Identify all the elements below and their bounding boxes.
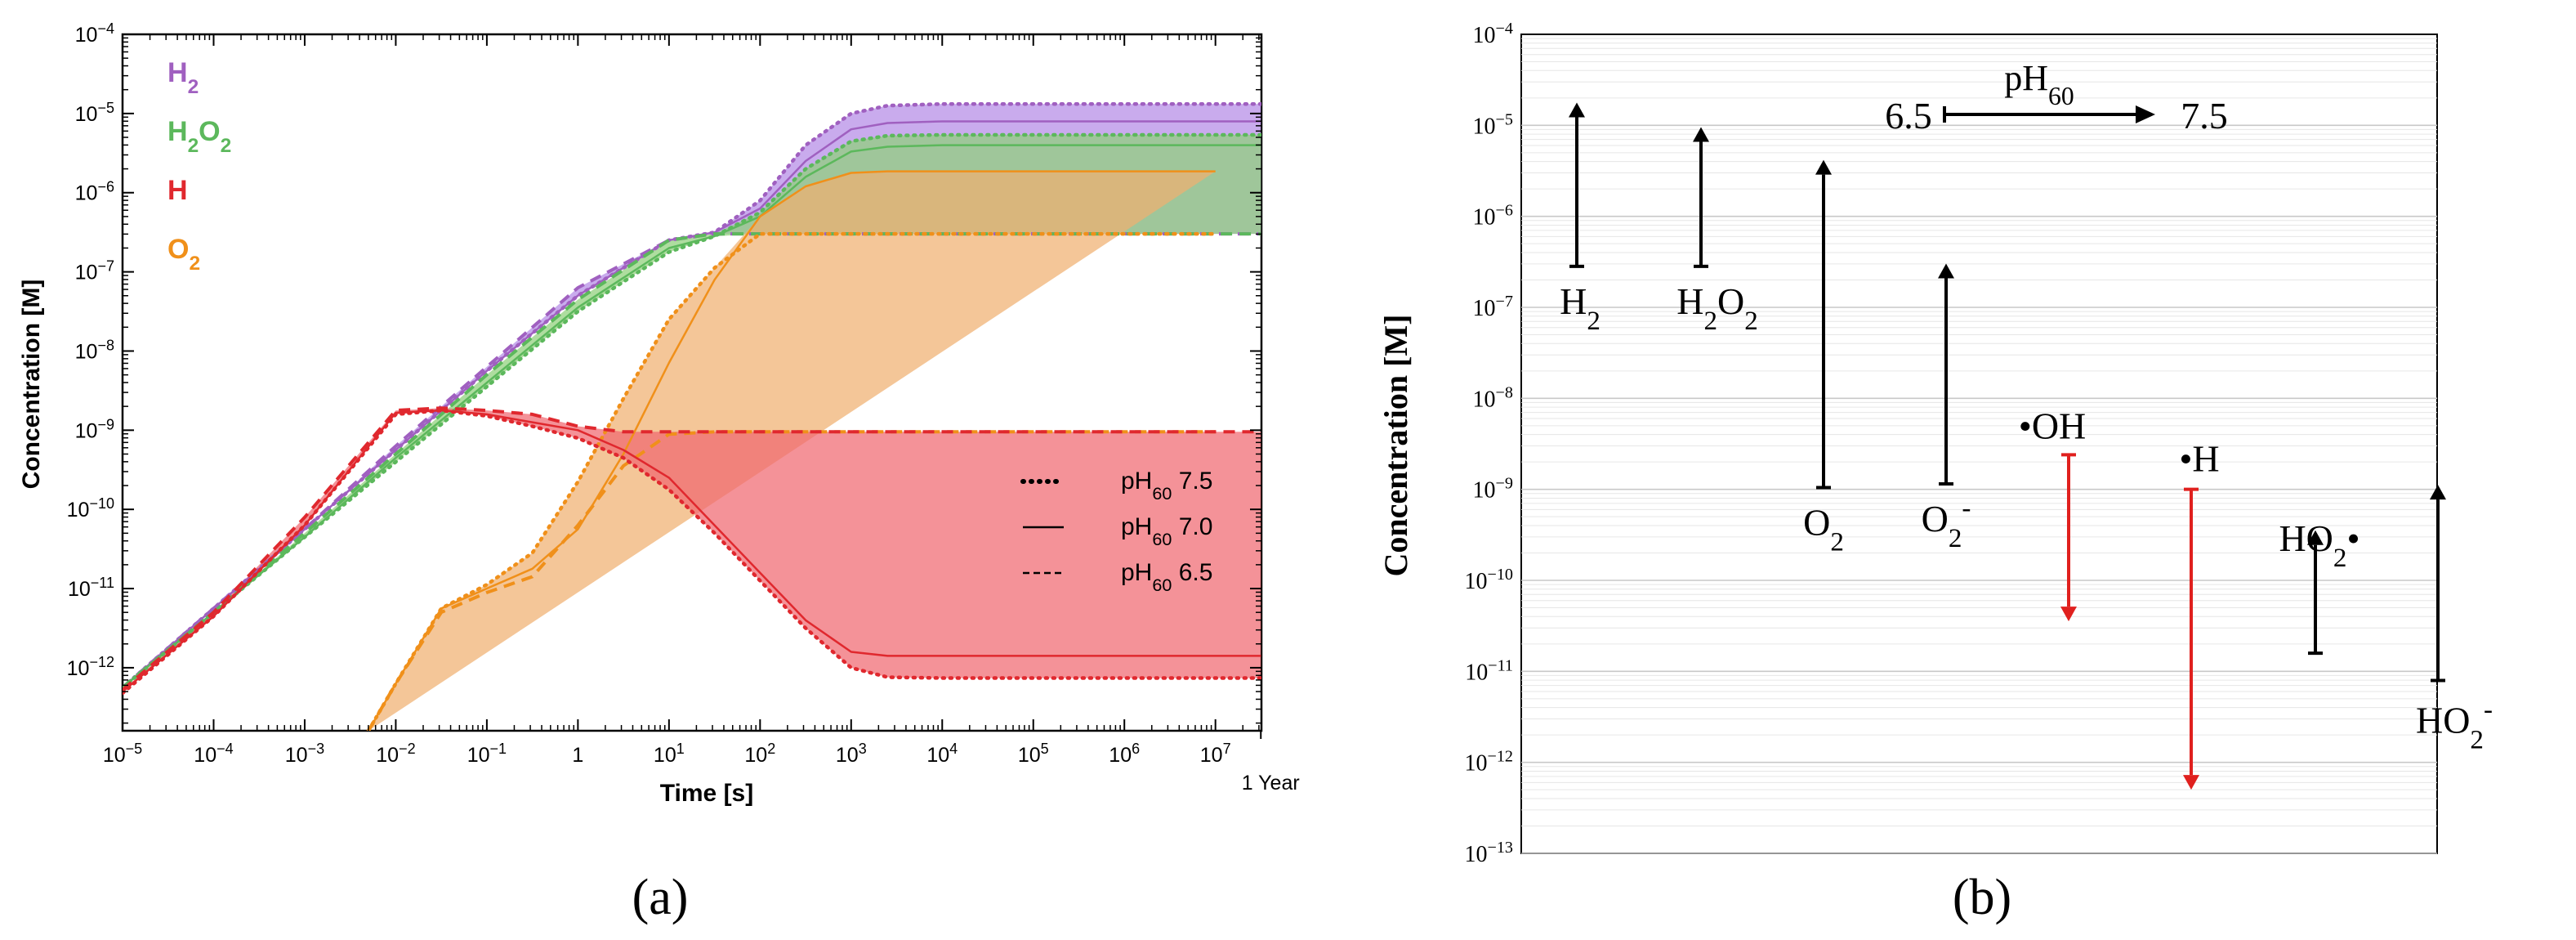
ph-arrow-head — [2136, 105, 2155, 123]
a-y-tick-label: 10−7 — [75, 258, 114, 284]
label-ho2-: HO2- — [2416, 694, 2493, 754]
legend-h2: H2 — [167, 57, 199, 98]
b-y-tick-label: 10−11 — [1465, 656, 1513, 685]
b-y-tick-label: 10−8 — [1473, 383, 1513, 412]
a-x-tick-label: 101 — [654, 741, 685, 767]
a-x-tick-label: 102 — [744, 741, 775, 767]
panel-b-y-axis-title: Concentration [M] — [1377, 314, 1414, 576]
a-x-tick-label: 10−3 — [285, 741, 324, 767]
ph-from-label: 6.5 — [1885, 95, 1932, 137]
ph-to-label: 7.5 — [2181, 95, 2228, 137]
line-o2-ph7-0 — [367, 170, 1216, 731]
a-y-tick-label: 10−8 — [75, 337, 114, 363]
a-y-tick-label: 10−10 — [67, 495, 114, 521]
arrow-head-ho2- — [2430, 485, 2446, 500]
panel-a-label: (a) — [632, 870, 689, 925]
legend-style-label: pH60 7.5 — [1121, 468, 1212, 504]
b-y-tick-label: 10−5 — [1473, 110, 1513, 139]
legend-style-label: pH60 7.0 — [1121, 513, 1212, 549]
a-y-tick-label: 10−5 — [75, 100, 114, 126]
arrow-head-h2 — [1569, 102, 1585, 118]
legend-h: H — [167, 175, 188, 206]
line-o2-ph6-5 — [367, 430, 1216, 731]
label-h2o2: H2O2 — [1676, 280, 1758, 336]
arrow-head-oh — [2060, 607, 2077, 622]
b-y-tick-label: 10−7 — [1473, 293, 1513, 321]
a-x-tick-label: 10−4 — [194, 741, 233, 767]
b-y-tick-label: 10−9 — [1473, 475, 1513, 504]
panel-a: 10−5 10−4 10−3 10−2 10−1 1 101 102 103 104 105 106 1… — [18, 20, 1300, 925]
arrow-head-h — [2183, 775, 2199, 790]
line-o2-ph7-5 — [366, 231, 1217, 731]
b-y-tick-label: 10−6 — [1473, 202, 1513, 231]
a-y-tick-label: 10−6 — [75, 179, 114, 205]
a-x-tick-label: 10−1 — [467, 741, 507, 767]
a-y-tick-label: 10−9 — [75, 416, 114, 442]
a-x-tick-label: 10−5 — [103, 741, 142, 767]
a-x-tick-label: 105 — [1018, 741, 1049, 767]
panel-b: 10−13 10−12 10−11 10−10 10−9 10−8 10−7 10−6 10−5… — [1377, 20, 2493, 925]
a-x-tick-label: 1 — [572, 744, 583, 767]
panel-a-x-axis-title: Time [s] — [660, 780, 753, 807]
a-x-tick-label: 104 — [926, 741, 958, 767]
label-h2: H2 — [1560, 280, 1601, 336]
line-h-ph7-5 — [123, 408, 1261, 696]
ph-legend-title: pH60 — [2004, 58, 2074, 110]
label-o2-: O2- — [1922, 492, 1971, 553]
arrow-head-o2- — [1938, 263, 1954, 279]
b-y-tick-label: 10−13 — [1464, 839, 1513, 867]
line-h2o2-ph7-5 — [123, 132, 1261, 690]
label-oh: •OH — [2019, 405, 2087, 446]
a-y-tick-label: 10−12 — [67, 654, 114, 680]
a-x-year-label: 1 Year — [1242, 772, 1300, 795]
line-h-ph6-5 — [123, 406, 1261, 692]
panel-b-label: (b) — [1953, 870, 2011, 925]
band-h — [123, 408, 1261, 693]
label-o2: O2 — [1803, 501, 1844, 557]
a-x-tick-label: 107 — [1200, 741, 1231, 767]
legend-style-label: pH60 6.5 — [1121, 559, 1212, 595]
line-h-ph7-0 — [123, 409, 1261, 692]
b-y-tick-label: 10−12 — [1464, 748, 1513, 777]
legend-o2: O2 — [167, 234, 200, 275]
panel-b-plot-frame — [1520, 34, 2438, 854]
b-y-tick-label: 10−4 — [1473, 20, 1513, 48]
legend-h2o2: H2O2 — [167, 116, 231, 157]
a-y-tick-label: 10−4 — [75, 20, 114, 47]
a-y-tick-label: 10−11 — [68, 575, 114, 601]
line-h2-ph7-0 — [123, 120, 1261, 689]
b-y-tick-label: 10−10 — [1464, 566, 1513, 594]
arrow-head-o2 — [1815, 159, 1832, 175]
arrow-head-ho2 — [2307, 530, 2324, 545]
label-h: •H — [2179, 438, 2219, 480]
a-x-tick-label: 106 — [1109, 741, 1140, 767]
a-x-tick-label: 10−2 — [376, 741, 415, 767]
label-ho2: HO2• — [2279, 517, 2359, 573]
panel-a-y-axis-title: Concentration [M] — [18, 280, 45, 490]
arrow-head-h2o2 — [1693, 127, 1709, 142]
a-x-tick-label: 103 — [836, 741, 867, 767]
